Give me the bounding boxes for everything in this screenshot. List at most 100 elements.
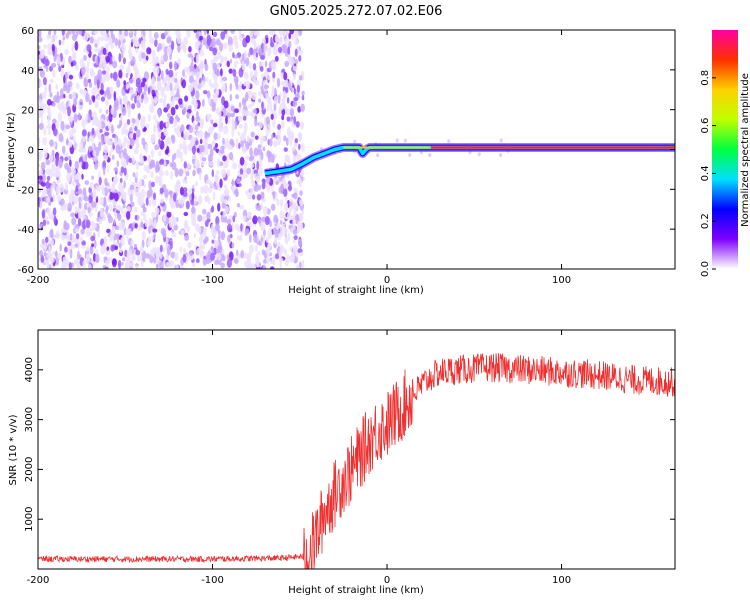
noise-speck: [70, 212, 75, 218]
noise-speck: [296, 92, 300, 99]
noise-speck: [222, 155, 227, 162]
noise-speck: [296, 225, 300, 234]
noise-speck: [145, 55, 149, 61]
noise-speck: [81, 173, 84, 180]
colorbar-tick-label: 0.6: [700, 118, 711, 134]
noise-speck: [69, 248, 73, 259]
noise-speck: [38, 189, 41, 195]
noise-speck: [118, 242, 122, 249]
noise-speck: [115, 233, 120, 239]
noise-speck: [180, 157, 184, 162]
noise-speck: [99, 207, 104, 218]
noise-speck: [230, 146, 233, 151]
noise-speck: [112, 133, 116, 138]
noise-speck: [76, 207, 81, 214]
noise-speck: [263, 258, 267, 265]
noise-speck: [277, 123, 281, 130]
noise-speck: [47, 110, 52, 119]
colorbar-tick-label: 0.2: [700, 213, 711, 229]
noise-speck: [291, 193, 296, 198]
noise-speck: [85, 253, 89, 263]
noise-speck: [294, 138, 298, 144]
noise-speck: [176, 87, 180, 98]
noise-speck: [183, 36, 189, 46]
noise-speck: [67, 155, 72, 161]
noise-speck: [68, 74, 74, 80]
noise-speck: [285, 137, 289, 146]
noise-speck: [55, 250, 58, 259]
noise-speck: [79, 30, 83, 36]
noise-speck: [285, 86, 289, 94]
noise-speck: [284, 154, 288, 162]
noise-speck: [70, 62, 74, 67]
noise-speck: [231, 184, 235, 193]
noise-speck: [126, 232, 129, 242]
snr-xtick-label: -100: [201, 575, 224, 586]
noise-speck: [232, 52, 235, 59]
noise-speck: [88, 212, 93, 217]
noise-speck: [169, 162, 173, 168]
noise-speck: [141, 137, 146, 146]
noise-speck: [178, 203, 182, 209]
noise-speck: [94, 163, 98, 170]
noise-speck: [257, 144, 262, 149]
noise-speck: [44, 85, 48, 94]
noise-speck: [79, 161, 83, 167]
noise-speck: [261, 38, 266, 45]
spectrogram-xlabel: Height of straight line (km): [288, 285, 424, 296]
noise-speck: [264, 215, 270, 226]
noise-speck: [254, 135, 259, 140]
noise-speck: [140, 81, 145, 88]
noise-speck: [237, 84, 243, 92]
spectrogram-ytick-label: -40: [18, 225, 34, 236]
noise-speck: [195, 161, 201, 169]
noise-speck: [134, 96, 137, 104]
noise-speck: [64, 246, 68, 253]
noise-speck: [105, 109, 109, 115]
noise-speck: [233, 34, 238, 45]
noise-speck: [279, 30, 283, 37]
noise-speck: [64, 182, 69, 192]
noise-speck: [77, 250, 80, 260]
noise-speck: [283, 248, 287, 256]
noise-speck: [91, 127, 95, 136]
noise-speck: [76, 172, 82, 181]
noise-speck: [237, 115, 243, 122]
noise-speck: [204, 130, 208, 139]
noise-speck: [103, 166, 106, 176]
noise-speck: [60, 234, 66, 241]
noise-speck: [284, 221, 287, 226]
noise-speck: [171, 40, 175, 51]
noise-speck: [428, 153, 432, 157]
snr-xtick-label: 0: [384, 575, 390, 586]
noise-speck: [194, 195, 198, 200]
noise-speck: [226, 112, 231, 118]
noise-speck: [111, 124, 114, 134]
noise-speck: [51, 162, 56, 172]
noise-speck: [221, 83, 226, 92]
noise-speck: [85, 246, 90, 252]
noise-speck: [52, 207, 57, 216]
noise-speck: [295, 58, 298, 65]
noise-speck: [85, 73, 89, 80]
noise-speck: [199, 243, 203, 249]
noise-speck: [118, 259, 122, 269]
noise-speck: [273, 214, 278, 223]
noise-speck: [148, 188, 153, 197]
noise-speck: [265, 92, 269, 100]
noise-speck: [92, 149, 96, 157]
noise-speck: [122, 57, 126, 65]
noise-speck: [194, 104, 197, 113]
noise-speck: [257, 47, 263, 56]
noise-speck: [196, 40, 201, 46]
noise-speck: [61, 39, 65, 46]
noise-speck: [267, 229, 273, 239]
snr-xtick-label: 100: [552, 575, 571, 586]
noise-speck: [51, 44, 55, 52]
noise-speck: [179, 266, 185, 269]
noise-speck: [272, 118, 276, 128]
noise-speck: [223, 162, 229, 169]
noise-speck: [38, 30, 42, 39]
noise-speck: [160, 55, 164, 65]
noise-speck: [261, 178, 266, 183]
